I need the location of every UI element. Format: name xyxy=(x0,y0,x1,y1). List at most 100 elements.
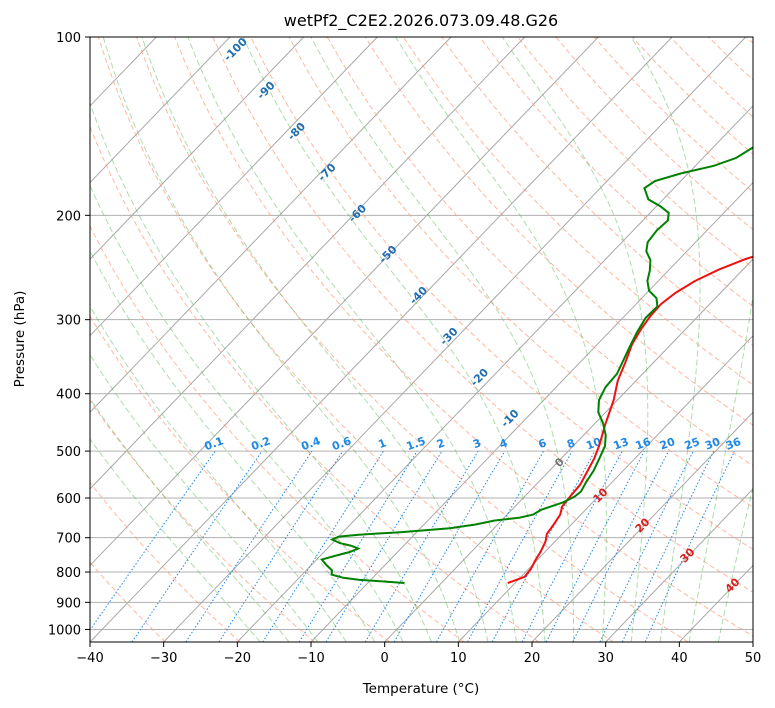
mixing-ratio-line xyxy=(325,450,443,642)
background-reference-lines xyxy=(0,37,753,642)
mixing-ratio-line xyxy=(545,450,645,642)
mixing-ratio-line xyxy=(621,450,715,642)
y-tick-label: 600 xyxy=(56,492,81,507)
x-tick-label: −30 xyxy=(150,651,177,666)
y-tick-label: 500 xyxy=(56,445,81,460)
dry-adiabat-label: -100 xyxy=(221,35,250,64)
moist-adiabat-line xyxy=(717,485,753,642)
mixing-ratio-line xyxy=(467,450,573,642)
moist-adiabat-line xyxy=(90,438,261,642)
mixing-ratio-label: 20 xyxy=(658,435,677,453)
dry-adiabat-line xyxy=(555,37,753,231)
x-tick-label: −40 xyxy=(76,651,103,666)
dry-adiabat-line xyxy=(402,37,753,386)
moist-adiabat-line xyxy=(90,101,432,642)
mixing-ratio-line xyxy=(393,450,506,642)
chart-title: wetPf2_C2E2.2026.073.09.48.G26 xyxy=(284,11,558,31)
y-tick-label: 300 xyxy=(56,314,81,329)
isotherm-line xyxy=(531,411,753,642)
x-axis-ticks: −40 −30 −20 −10 0 10 20 30 40 50 xyxy=(76,642,761,666)
x-tick-label: 30 xyxy=(597,651,614,666)
mixing-ratio-line xyxy=(435,450,545,642)
mixing-ratio-label: 0.6 xyxy=(330,434,353,453)
moist-adiabat-line xyxy=(90,397,290,642)
moist-adiabat-line xyxy=(242,37,546,642)
moist-adiabat-line xyxy=(501,37,649,642)
mixing-ratio-line xyxy=(521,450,623,642)
y-tick-label: 1000 xyxy=(48,623,81,638)
dry-adiabat-line xyxy=(212,37,753,593)
x-tick-label: 10 xyxy=(450,651,467,666)
mixing-ratio-line xyxy=(90,450,216,632)
mixing-ratio-line xyxy=(185,450,313,642)
mixing-ratio-label: 0.2 xyxy=(249,434,272,453)
y-axis-label: Pressure (hPa) xyxy=(12,291,28,388)
isotherm-line xyxy=(310,181,753,642)
dry-adiabat-line xyxy=(746,37,753,44)
mixing-ratio-label: 25 xyxy=(683,435,702,452)
temperature-profile-line xyxy=(507,255,753,584)
moist-adiabat-line xyxy=(630,37,701,642)
isotherm-line xyxy=(236,105,753,642)
mixing-ratio-line xyxy=(218,450,344,642)
x-tick-label: 50 xyxy=(745,651,762,666)
isotherm-line xyxy=(90,37,452,413)
mixing-ratio-label: 13 xyxy=(612,435,631,452)
moist-adiabat-line xyxy=(90,184,404,642)
y-tick-label: 400 xyxy=(56,388,81,403)
dry-adiabat-line xyxy=(90,315,390,642)
isotherm-line xyxy=(0,37,9,642)
mixing-ratio-label: 16 xyxy=(634,435,653,453)
isotherm-line xyxy=(90,37,305,260)
dry-adiabat-line xyxy=(364,37,753,426)
dry-adiabat-label: -20 xyxy=(468,366,491,389)
plot-frame xyxy=(89,36,754,643)
reference-line-labels: 0.1 0.2 0.4 0.6 1 1.5 2 3 4 6 8 10 13 16 20 25 30 36-100-… xyxy=(203,35,743,596)
mixing-ratio-line xyxy=(298,450,418,642)
mixing-ratio-label: 30 xyxy=(703,435,722,453)
moist-adiabat-line xyxy=(395,37,607,642)
dry-adiabat-line xyxy=(136,37,689,642)
dry-adiabat-line xyxy=(90,561,166,642)
y-axis-ticks: 100 200 300 400 500 600 700 800 900 1000 xyxy=(48,31,90,638)
dry-adiabat-line xyxy=(326,37,753,467)
mixing-ratio-line xyxy=(131,450,263,642)
moist-adiabat-line xyxy=(102,37,461,642)
dry-adiabat-line xyxy=(441,37,753,347)
moist-adiabat-label: 30 xyxy=(678,545,698,565)
mixing-ratio-line xyxy=(644,450,735,642)
dry-adiabat-line xyxy=(174,37,753,637)
dry-adiabat-label: -40 xyxy=(407,284,430,307)
moist-adiabat-line xyxy=(90,305,347,642)
isotherm-line xyxy=(90,37,673,642)
dewpoint-profile-line xyxy=(320,146,753,584)
isotherm-line xyxy=(90,37,599,567)
mixing-ratio-label: 1.5 xyxy=(405,434,428,453)
moist-adiabat-line xyxy=(310,37,575,642)
moist-adiabat-line xyxy=(688,292,753,642)
moist-adiabat-label: 40 xyxy=(723,575,743,595)
dry-adiabat-label: -70 xyxy=(315,161,338,184)
mixing-ratio-label: 4 xyxy=(498,436,510,451)
mixing-ratio-label: 2 xyxy=(435,436,447,451)
moist-adiabat-line xyxy=(141,37,489,642)
isotherm-line xyxy=(90,37,378,337)
x-axis-label: Temperature (°C) xyxy=(362,681,480,697)
dry-adiabat-line xyxy=(250,37,753,551)
mixing-ratio-label: 0.4 xyxy=(299,434,322,453)
dry-adiabat-line xyxy=(517,37,753,269)
y-tick-label: 700 xyxy=(56,532,81,547)
moist-adiabat-label: 20 xyxy=(633,515,653,535)
mixing-ratio-label: 3 xyxy=(471,436,483,451)
y-tick-label: 800 xyxy=(56,566,81,581)
isotherm-line xyxy=(90,37,526,490)
moist-adiabat-line xyxy=(90,249,376,642)
isotherm-line xyxy=(605,488,753,642)
mixing-ratio-label: 36 xyxy=(724,435,743,453)
y-tick-label: 200 xyxy=(56,209,81,224)
dry-adiabat-line xyxy=(90,125,540,642)
isotherm-line xyxy=(457,334,753,642)
mixing-ratio-line xyxy=(262,450,384,642)
dry-adiabat-line xyxy=(631,37,753,155)
dry-adiabat-line xyxy=(97,37,614,642)
